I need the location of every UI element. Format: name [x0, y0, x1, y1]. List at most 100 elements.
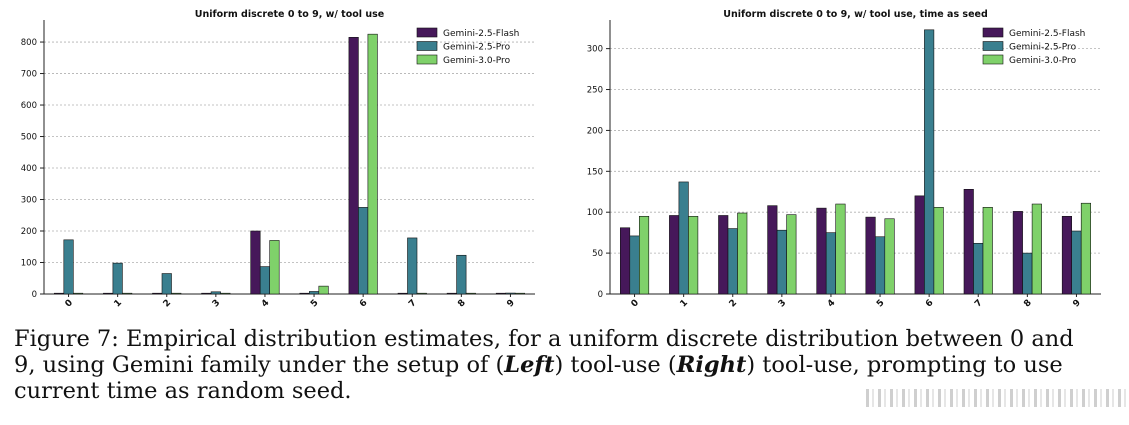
y-tick-label: 500 [21, 133, 37, 143]
bar [678, 181, 689, 295]
x-tick-label: 9 [1071, 298, 1083, 310]
legend-swatch [416, 54, 438, 65]
x-tick-label: 4 [826, 298, 838, 310]
bar [619, 227, 631, 295]
x-tick-label: 5 [309, 298, 321, 310]
bar [884, 218, 895, 295]
bar [727, 228, 738, 295]
chart-2: Uniform discrete 0 to 9, w/ tool use, ti… [587, 9, 1101, 309]
y-tick-label: 600 [21, 101, 37, 111]
bar [397, 292, 408, 295]
bar [416, 292, 427, 295]
bar [201, 292, 212, 295]
legend-swatch [982, 41, 1004, 51]
x-tick-label: 4 [260, 298, 272, 310]
x-tick-label: 8 [456, 298, 468, 310]
chart-1: Uniform discrete 0 to 9, w/ tool use 0 100… [21, 9, 535, 309]
legend-swatch [416, 27, 438, 38]
x-tick-label: 1 [113, 298, 125, 310]
bar [358, 207, 369, 295]
y-tick-label: 100 [21, 259, 37, 269]
bar [367, 33, 378, 295]
x-tick-label: 2 [162, 298, 174, 310]
caption-line-2: 9, using Gemini family under the setup o… [14, 352, 1063, 378]
bar [1012, 211, 1023, 295]
y-tick-label: 400 [21, 164, 37, 174]
bar [318, 285, 329, 295]
y-tick-label: 200 [587, 126, 603, 136]
x-tick-label: 6 [924, 298, 936, 310]
bar [122, 292, 133, 295]
bar [250, 230, 261, 295]
y-tick-label: 150 [587, 167, 603, 177]
bar [103, 292, 114, 295]
watermark [862, 385, 1129, 410]
bar [982, 207, 993, 295]
y-tick-label: 0 [598, 290, 603, 300]
caption-line-1: Figure 7: Empirical distribution estimat… [14, 326, 1074, 352]
bar [348, 37, 359, 295]
bar [456, 254, 467, 295]
caption-line-3: current time as random seed. [14, 378, 352, 404]
bar [152, 292, 163, 295]
bar [269, 240, 280, 295]
y-tick-label: 300 [21, 196, 37, 206]
y-tick-label: 100 [587, 208, 603, 218]
bar [1071, 230, 1082, 295]
bar [973, 242, 984, 295]
bar [53, 292, 65, 295]
y-tick-label: 800 [21, 38, 37, 48]
bar [688, 215, 699, 295]
bar [963, 189, 974, 295]
bar [112, 262, 123, 295]
x-tick-label: 3 [777, 298, 789, 310]
bar [825, 232, 837, 295]
x-tick-label: 3 [211, 298, 223, 310]
bar [669, 215, 680, 295]
bar [629, 235, 640, 295]
x-tick-label: 2 [728, 298, 740, 310]
y-tick-label: 50 [592, 249, 603, 259]
x-tick-label: 7 [407, 298, 419, 310]
bar [259, 266, 271, 295]
bar [816, 207, 827, 295]
x-tick-label: 6 [358, 298, 370, 310]
bar [737, 212, 748, 295]
bar [874, 236, 886, 295]
bar [161, 273, 172, 295]
caption-left-label: Left [504, 352, 555, 378]
bar [1022, 252, 1033, 295]
x-tick-label: 0 [64, 298, 76, 310]
legend-label: Gemini-3.0-Pro [443, 56, 511, 66]
y-tick-label: 200 [21, 227, 37, 237]
bar [210, 291, 221, 295]
y-tick-label: 0 [32, 290, 37, 300]
bar [865, 216, 876, 295]
chart-title: Uniform discrete 0 to 9, w/ tool use [195, 9, 384, 20]
x-tick-label: 1 [679, 298, 691, 310]
x-tick-label: 8 [1022, 298, 1034, 310]
bar [638, 215, 650, 295]
bar [933, 207, 944, 295]
bar [1080, 202, 1091, 295]
bar [914, 195, 925, 295]
bar [924, 29, 935, 295]
legend-label: Gemini-2.5-Flash [1009, 29, 1085, 39]
bar [767, 205, 778, 295]
x-tick-label: 0 [630, 298, 642, 310]
bar [465, 292, 476, 295]
legend-label: Gemini-3.0-Pro [1009, 56, 1077, 66]
bar [171, 292, 182, 295]
bar [220, 292, 231, 295]
legend-swatch [982, 54, 1004, 65]
bar [776, 229, 787, 295]
caption-right-label: Right [676, 352, 747, 378]
legend-swatch [982, 27, 1004, 38]
bar [1061, 215, 1072, 295]
bar [514, 292, 526, 295]
bar [505, 292, 516, 295]
bar [63, 239, 74, 295]
legend-label: Gemini-2.5-Flash [443, 29, 519, 39]
bar [446, 292, 457, 295]
bar [1031, 203, 1042, 295]
